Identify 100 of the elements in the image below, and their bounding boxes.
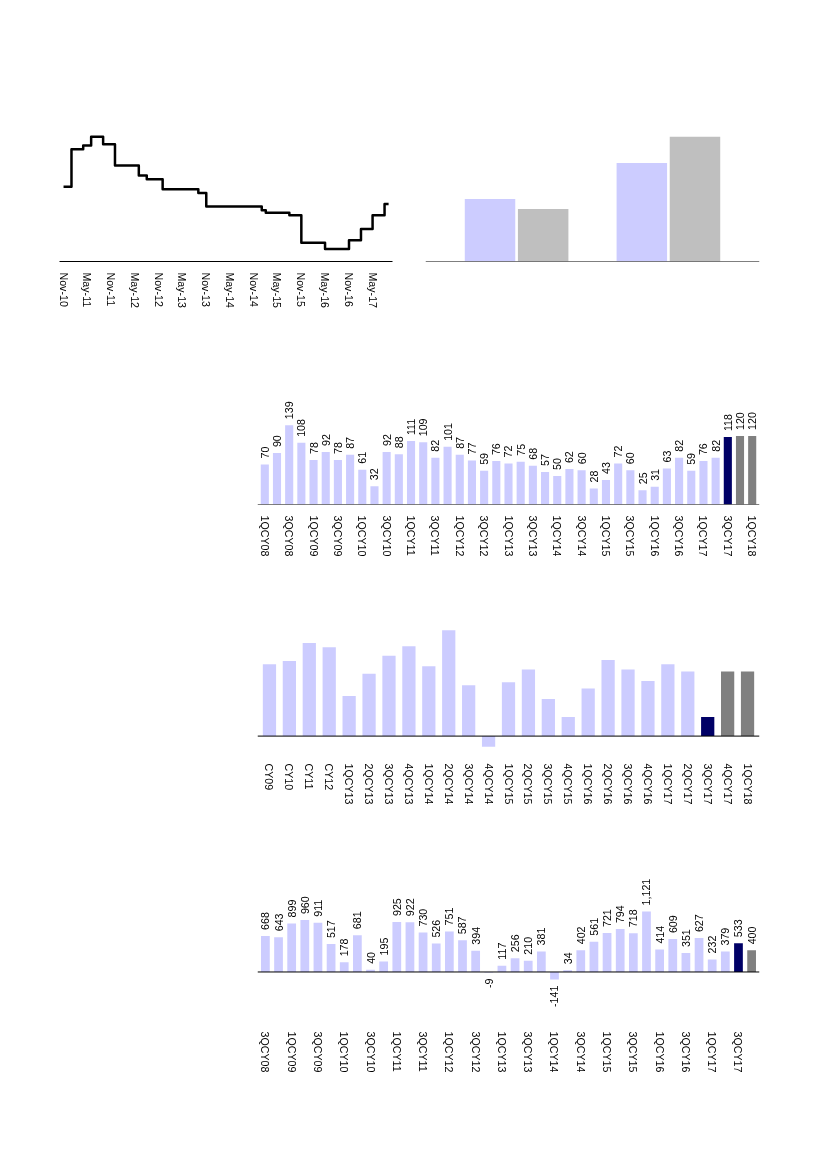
data-label: 117 bbox=[495, 942, 508, 960]
data-label: 28 bbox=[587, 470, 600, 483]
x-tick-label: 1QCY13 bbox=[343, 763, 356, 805]
x-tick-label: 3QCY10 bbox=[380, 515, 393, 557]
data-label: 32 bbox=[368, 468, 381, 481]
x-tick-label: 2QCY14 bbox=[442, 763, 455, 805]
x-tick-label: 1QCY16 bbox=[582, 763, 595, 805]
x-tick-label: 1QCY18 bbox=[741, 763, 754, 805]
x-tick-label: 1QCY17 bbox=[706, 1031, 719, 1073]
data-label: 76 bbox=[490, 443, 503, 456]
x-tick-label: 3QCY17 bbox=[732, 1031, 745, 1073]
data-label: 57 bbox=[539, 454, 552, 466]
x-tick-label: 3QCY15 bbox=[627, 1031, 640, 1073]
data-label: 899 bbox=[285, 899, 298, 918]
x-tick-label: Nov-14 bbox=[247, 272, 260, 307]
x-tick-label: 3QCY16 bbox=[673, 515, 686, 557]
x-tick-label: 3QCY12 bbox=[469, 1031, 482, 1073]
x-tick-label: 3QCY14 bbox=[575, 515, 588, 557]
x-tick-label: Nov-12 bbox=[152, 272, 165, 307]
x-tick-label: May-15 bbox=[271, 272, 284, 309]
x-tick-label: 3QCY08 bbox=[259, 1031, 272, 1073]
data-label: 922 bbox=[403, 898, 416, 917]
x-tick-label: 1QCY12 bbox=[453, 515, 466, 557]
data-label: 256 bbox=[509, 934, 522, 953]
x-tick-label: Nov-16 bbox=[343, 272, 355, 307]
data-label: 72 bbox=[502, 445, 515, 458]
x-tick-label: 1QCY12 bbox=[443, 1031, 456, 1073]
data-label: 925 bbox=[390, 898, 403, 916]
data-label: 82 bbox=[429, 439, 442, 452]
data-label: 351 bbox=[679, 929, 692, 948]
x-tick-label: 3QCY13 bbox=[526, 515, 539, 557]
data-label: 72 bbox=[612, 445, 625, 458]
x-tick-label: CY10 bbox=[283, 763, 296, 791]
data-label: 210 bbox=[522, 936, 535, 955]
x-tick-label: 3QCY15 bbox=[542, 763, 555, 805]
x-tick-label: Nov-13 bbox=[200, 272, 213, 307]
x-tick-label: 3QCY13 bbox=[522, 1031, 535, 1073]
x-tick-label: 3QCY16 bbox=[679, 1031, 692, 1073]
data-label: 101 bbox=[441, 422, 454, 441]
data-label: 721 bbox=[601, 909, 614, 928]
x-tick-label: 3QCY11 bbox=[429, 515, 442, 556]
x-tick-label: 3QCY16 bbox=[622, 763, 635, 805]
x-tick-label: May-13 bbox=[176, 272, 189, 309]
x-tick-label: May-17 bbox=[366, 272, 379, 309]
data-label: 78 bbox=[307, 442, 320, 454]
x-tick-label: 1QCY15 bbox=[502, 763, 515, 805]
data-label: 232 bbox=[706, 935, 719, 954]
data-label: 43 bbox=[599, 462, 612, 474]
data-label: 31 bbox=[648, 468, 661, 481]
x-tick-label: 3QCY08 bbox=[283, 515, 296, 557]
data-label: 70 bbox=[258, 446, 271, 459]
data-label: -9 bbox=[482, 978, 495, 988]
x-tick-label: Nov-15 bbox=[295, 272, 308, 307]
data-label: 730 bbox=[417, 908, 430, 927]
x-tick-label: 1QCY13 bbox=[502, 515, 515, 557]
x-tick-label: 1QCY09 bbox=[307, 515, 320, 557]
data-label: 668 bbox=[259, 912, 272, 930]
x-tick-label: 1QCY09 bbox=[285, 1031, 298, 1073]
x-tick-label: May-11 bbox=[81, 272, 94, 308]
x-tick-label: 4QCY15 bbox=[562, 763, 575, 805]
x-tick-label: Nov-11 bbox=[105, 272, 118, 307]
data-label: 178 bbox=[338, 938, 351, 957]
data-label: 414 bbox=[653, 925, 666, 944]
data-label: 379 bbox=[719, 927, 732, 946]
data-label: 50 bbox=[551, 458, 564, 470]
data-label: 92 bbox=[380, 434, 393, 446]
x-tick-label: 3QCY14 bbox=[574, 1031, 587, 1073]
x-tick-label: 1QCY17 bbox=[697, 515, 710, 557]
x-tick-label: 3QCY17 bbox=[721, 515, 734, 557]
data-label: 643 bbox=[272, 913, 285, 932]
data-label: 60 bbox=[575, 452, 588, 465]
x-tick-label: 1QCY13 bbox=[495, 1031, 508, 1073]
data-label: -141 bbox=[548, 985, 561, 1007]
data-label: 60 bbox=[624, 452, 637, 465]
data-label: 533 bbox=[732, 919, 745, 938]
data-label: 109 bbox=[417, 418, 430, 437]
data-label: 681 bbox=[351, 911, 364, 930]
x-tick-label: 1QCY16 bbox=[648, 515, 661, 557]
x-tick-label: 3QCY09 bbox=[331, 515, 344, 557]
x-tick-label: 1QCY08 bbox=[258, 515, 271, 557]
x-tick-label: Nov-10 bbox=[57, 272, 70, 307]
x-tick-label: 1QCY10 bbox=[356, 515, 369, 557]
x-tick-label: 4QCY16 bbox=[641, 763, 654, 805]
x-tick-label: 2QCY17 bbox=[681, 763, 694, 805]
x-tick-label: 3QCY10 bbox=[364, 1031, 377, 1073]
data-label: 718 bbox=[627, 909, 640, 928]
data-label: 92 bbox=[319, 434, 332, 446]
x-tick-label: 1QCY16 bbox=[653, 1031, 666, 1073]
x-tick-label: 4QCY17 bbox=[721, 763, 734, 805]
x-tick-label: 1QCY11 bbox=[405, 515, 418, 556]
data-label: 90 bbox=[271, 435, 283, 448]
data-label: 402 bbox=[574, 926, 587, 945]
x-tick-label: 1QCY10 bbox=[338, 1031, 351, 1073]
x-tick-label: CY09 bbox=[263, 763, 276, 791]
data-label: 118 bbox=[721, 414, 734, 432]
x-tick-label: CY12 bbox=[323, 763, 336, 791]
data-label: 40 bbox=[364, 951, 377, 964]
data-label: 381 bbox=[535, 927, 548, 946]
data-label: 59 bbox=[478, 452, 491, 465]
data-label: 139 bbox=[283, 401, 296, 420]
